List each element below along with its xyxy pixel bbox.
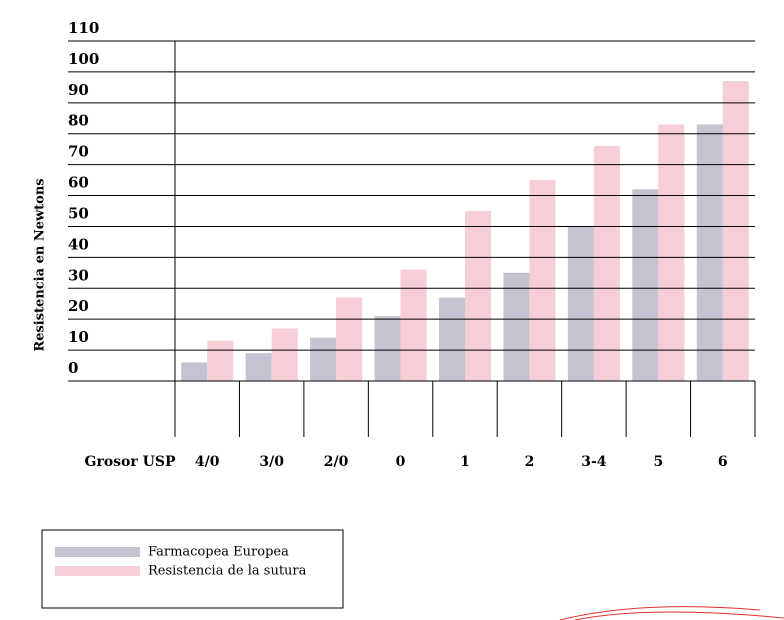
y-tick-label: 90 — [68, 81, 89, 99]
bar — [632, 189, 659, 381]
legend-label: Farmacopea Europea — [148, 545, 289, 560]
x-tick-label: 5 — [653, 454, 663, 470]
x-tick-label: 1 — [460, 454, 470, 470]
bar — [696, 124, 723, 382]
bar — [465, 211, 491, 381]
x-tick-label: 0 — [396, 454, 406, 470]
y-tick-label: 10 — [68, 328, 89, 346]
bar — [529, 180, 556, 381]
y-tick-label: 110 — [68, 19, 99, 37]
x-tick-label: 4/0 — [195, 454, 220, 470]
x-tick-label: 3-4 — [581, 454, 607, 470]
y-tick-label: 0 — [68, 359, 78, 377]
bar — [567, 226, 594, 381]
bar — [310, 337, 337, 381]
bar — [374, 316, 401, 381]
bar — [207, 340, 234, 381]
bar — [271, 328, 298, 381]
x-tick-label: 2/0 — [324, 454, 349, 470]
legend-swatch — [55, 547, 140, 557]
y-tick-label: 30 — [68, 266, 89, 284]
y-tick-label: 80 — [68, 112, 89, 130]
x-tick-label: 3/0 — [259, 454, 284, 470]
y-tick-label: 50 — [68, 204, 89, 222]
x-tick-label: 2 — [525, 454, 535, 470]
legend-swatch — [55, 566, 140, 576]
bar — [245, 353, 272, 381]
y-axis-title: Resistencia en Newtons — [33, 178, 48, 351]
y-tick-label: 70 — [68, 143, 89, 161]
bar — [503, 272, 530, 381]
y-tick-label: 20 — [68, 297, 89, 315]
legend-box — [41, 529, 344, 609]
x-axis-title: Grosor USP — [85, 454, 176, 470]
bar — [400, 269, 427, 381]
bar — [658, 124, 685, 382]
decoration — [559, 606, 761, 620]
y-tick-label: 40 — [68, 235, 89, 253]
decoration — [574, 611, 784, 620]
bar — [593, 146, 620, 381]
x-tick-label: 6 — [718, 454, 728, 470]
bar — [439, 297, 465, 381]
bar — [336, 297, 363, 381]
legend-label: Resistencia de la sutura — [148, 564, 307, 579]
bar — [722, 81, 749, 381]
bar — [181, 362, 208, 381]
y-tick-label: 60 — [68, 174, 89, 192]
y-tick-label: 100 — [68, 50, 99, 68]
